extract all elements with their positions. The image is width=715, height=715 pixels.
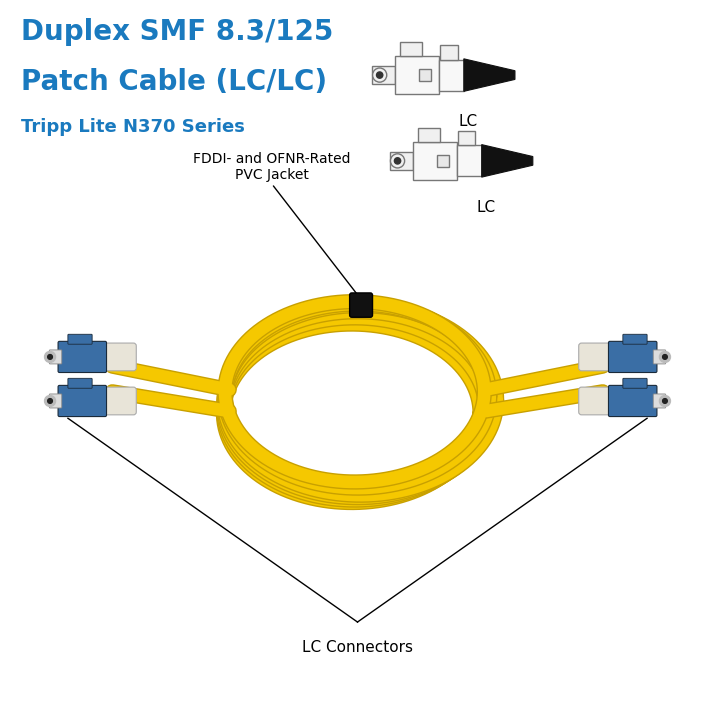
Text: LC: LC bbox=[477, 200, 495, 215]
Circle shape bbox=[373, 68, 387, 82]
Bar bbox=[418, 128, 440, 142]
Bar bbox=[439, 59, 464, 91]
FancyBboxPatch shape bbox=[623, 335, 647, 344]
FancyBboxPatch shape bbox=[608, 341, 657, 373]
Polygon shape bbox=[464, 59, 515, 92]
Bar bbox=[390, 152, 413, 169]
FancyBboxPatch shape bbox=[68, 378, 92, 388]
FancyBboxPatch shape bbox=[49, 350, 61, 364]
Circle shape bbox=[48, 355, 52, 360]
Circle shape bbox=[395, 158, 400, 164]
Circle shape bbox=[390, 154, 405, 168]
FancyBboxPatch shape bbox=[578, 387, 614, 415]
Circle shape bbox=[663, 399, 667, 403]
FancyBboxPatch shape bbox=[101, 387, 137, 415]
Circle shape bbox=[44, 395, 56, 406]
Bar bbox=[413, 142, 457, 179]
Bar bbox=[457, 145, 482, 177]
Text: FDDI- and OFNR-Rated
PVC Jacket: FDDI- and OFNR-Rated PVC Jacket bbox=[193, 152, 350, 182]
Text: LC: LC bbox=[459, 114, 478, 129]
Text: Patch Cable (LC/LC): Patch Cable (LC/LC) bbox=[21, 68, 327, 96]
Bar bbox=[458, 131, 475, 145]
FancyBboxPatch shape bbox=[58, 385, 107, 417]
FancyBboxPatch shape bbox=[623, 378, 647, 388]
Circle shape bbox=[377, 72, 383, 78]
FancyBboxPatch shape bbox=[608, 385, 657, 417]
Bar bbox=[437, 155, 449, 167]
Bar bbox=[419, 69, 431, 81]
Polygon shape bbox=[482, 144, 533, 177]
FancyBboxPatch shape bbox=[68, 335, 92, 344]
Circle shape bbox=[659, 352, 671, 363]
FancyBboxPatch shape bbox=[49, 394, 61, 408]
Bar bbox=[372, 66, 395, 84]
FancyBboxPatch shape bbox=[654, 350, 666, 364]
FancyBboxPatch shape bbox=[101, 343, 137, 371]
FancyBboxPatch shape bbox=[350, 293, 373, 317]
Bar bbox=[395, 56, 439, 94]
Text: Duplex SMF 8.3/125: Duplex SMF 8.3/125 bbox=[21, 18, 334, 46]
FancyBboxPatch shape bbox=[58, 341, 107, 373]
Circle shape bbox=[663, 355, 667, 360]
FancyBboxPatch shape bbox=[578, 343, 614, 371]
Bar bbox=[400, 42, 423, 56]
Circle shape bbox=[44, 352, 56, 363]
Text: LC Connectors: LC Connectors bbox=[302, 640, 413, 655]
Bar bbox=[440, 45, 458, 59]
Circle shape bbox=[48, 399, 52, 403]
FancyBboxPatch shape bbox=[654, 394, 666, 408]
Text: Tripp Lite N370 Series: Tripp Lite N370 Series bbox=[21, 118, 245, 136]
Circle shape bbox=[659, 395, 671, 406]
